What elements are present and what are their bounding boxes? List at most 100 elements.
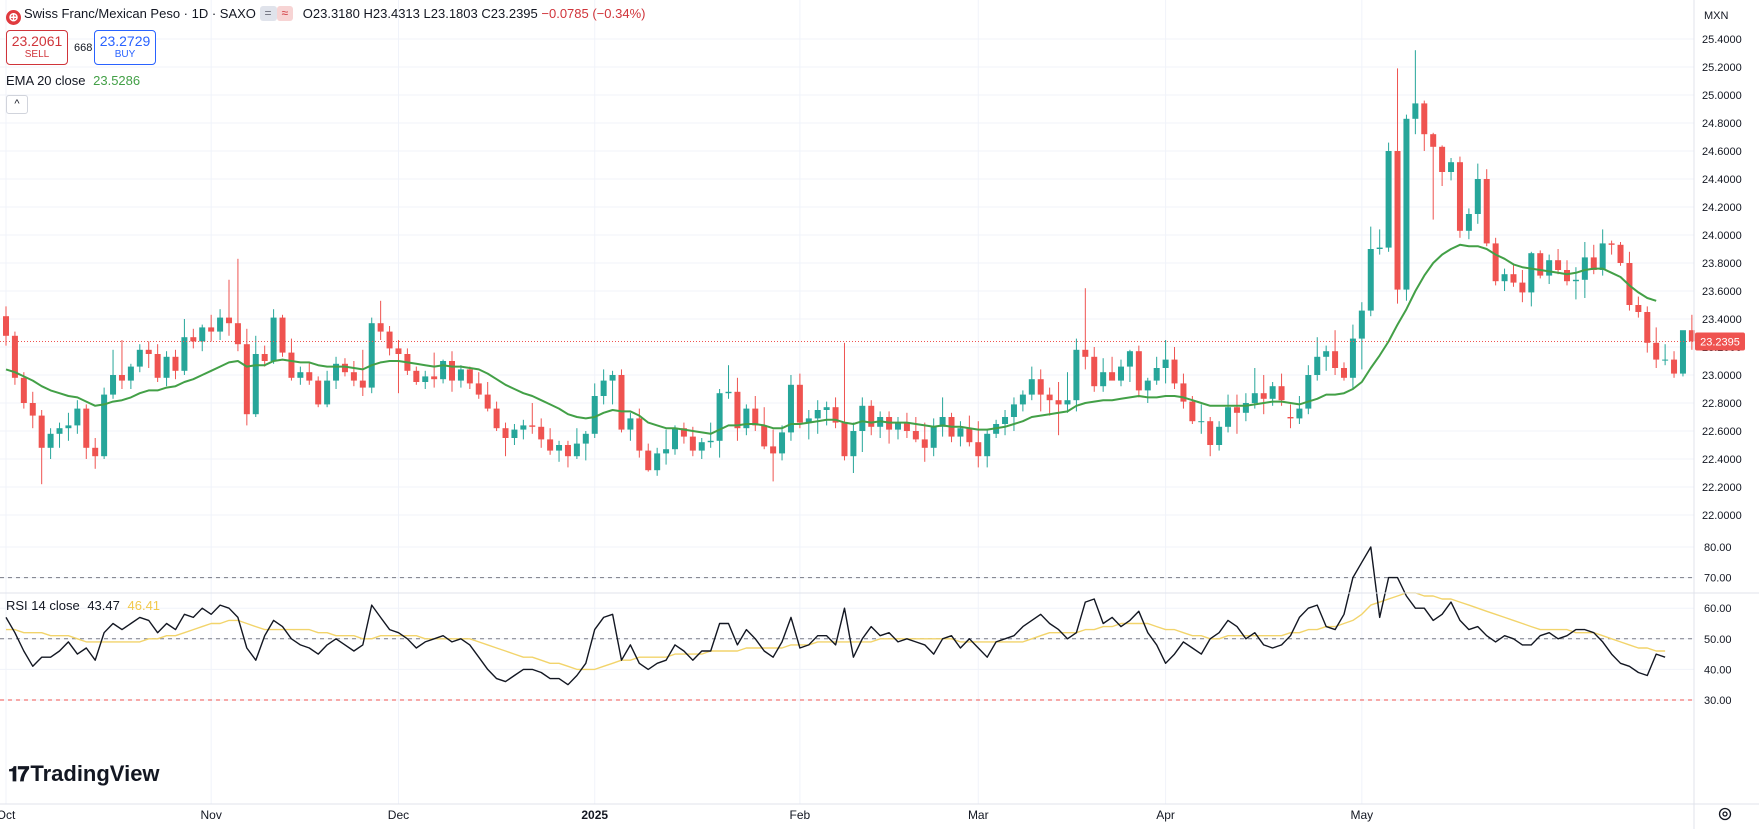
candle-body <box>386 331 393 349</box>
time-tick-label: Nov <box>200 808 221 822</box>
candle-body <box>1216 426 1223 445</box>
candle-body <box>199 327 206 342</box>
spread-value: 668 <box>74 42 93 54</box>
price-axis[interactable]: 25.4000 25.2000 25.0000 24.8000 24.6000 24.40… <box>1702 34 1742 707</box>
candle-body <box>315 380 322 405</box>
buy-button[interactable]: 23.2729 BUY <box>94 30 156 65</box>
candle <box>1671 351 1678 378</box>
candle-body <box>698 442 705 451</box>
rsi-tick-label: 60.00 <box>1704 603 1732 615</box>
candle-body <box>101 394 108 457</box>
candle <box>422 370 429 389</box>
candle <box>1385 142 1392 252</box>
candle-body <box>939 417 946 427</box>
candle-body <box>1046 394 1053 401</box>
candle-body <box>127 366 134 381</box>
candle-body <box>1073 349 1080 401</box>
candle <box>1421 100 1428 151</box>
candle-body <box>493 408 500 429</box>
wave-icon[interactable]: ≈ <box>276 6 294 21</box>
candle-body <box>1671 359 1678 374</box>
candle-body <box>1581 257 1588 280</box>
candle <box>1064 372 1071 413</box>
candle-body <box>600 380 607 396</box>
candle <box>118 340 125 389</box>
rsi-line <box>5 546 1666 686</box>
candle <box>707 422 714 448</box>
candle <box>1644 306 1651 353</box>
rsi-legend[interactable]: RSI 14 close 43.47 46.41 <box>6 598 160 613</box>
candle-body <box>796 384 803 423</box>
currency-label[interactable]: MXN <box>1704 10 1729 22</box>
candle-body <box>975 442 982 457</box>
candle <box>966 415 973 447</box>
candle <box>1002 410 1009 436</box>
candle-body <box>984 433 991 457</box>
candle-body <box>83 408 90 448</box>
ema-20-line <box>5 243 1657 435</box>
candle <box>226 279 232 336</box>
candle <box>921 422 928 462</box>
candle <box>1430 132 1437 220</box>
candle-body <box>787 384 794 433</box>
candle-body <box>1207 421 1214 445</box>
candle <box>1305 365 1312 415</box>
candle-body <box>859 405 866 431</box>
candle <box>1492 237 1499 286</box>
candle-body <box>1358 310 1365 339</box>
candle-body <box>930 426 937 448</box>
candle-body <box>270 317 277 361</box>
candle <box>609 370 616 405</box>
candle <box>502 422 509 457</box>
candle-body <box>163 356 170 378</box>
candle <box>895 417 901 440</box>
candle-body <box>1688 330 1695 342</box>
candle-body <box>377 323 384 332</box>
candle <box>315 376 322 408</box>
candle-body <box>208 327 215 332</box>
time-tick-label: Dec <box>388 808 409 822</box>
price-tick-label: 22.0000 <box>1702 510 1742 522</box>
candle <box>38 410 45 485</box>
candle-body <box>1153 368 1160 381</box>
candle-body <box>547 439 554 451</box>
candle-body <box>243 344 250 415</box>
candle-body <box>1537 253 1544 276</box>
tradingview-logo[interactable]: 𝟏𝟕 TradingView <box>8 761 160 787</box>
candle-body <box>1528 253 1535 293</box>
candle <box>761 407 768 450</box>
candle <box>1109 356 1116 381</box>
candle <box>600 369 607 405</box>
candle <box>1100 358 1107 392</box>
candle-body <box>573 443 580 457</box>
price-tick-label: 24.2000 <box>1702 202 1742 214</box>
candle <box>547 428 554 455</box>
rsi-legend-label: RSI 14 close <box>6 598 80 613</box>
candle-body <box>1679 330 1686 374</box>
candle-body <box>1430 134 1437 147</box>
chip-equals-icon[interactable]: = <box>259 6 277 21</box>
candle-body <box>29 403 36 416</box>
candle-body <box>1305 375 1312 409</box>
ema-legend[interactable]: EMA 20 close 23.5286 <box>6 73 140 88</box>
time-axis[interactable]: Oct Nov Dec 2025 Feb Mar Apr May <box>0 808 1373 822</box>
candle <box>556 440 563 462</box>
candle <box>101 387 108 459</box>
candle-body <box>1323 351 1330 357</box>
candle-body <box>226 317 232 324</box>
sell-button[interactable]: 23.2061 SELL <box>6 30 68 65</box>
candle <box>74 400 81 434</box>
collapse-legend-button[interactable]: ^ <box>6 95 28 114</box>
candle <box>208 314 215 342</box>
candle-body <box>520 425 527 430</box>
candle-body <box>1456 162 1463 231</box>
candle <box>457 365 464 388</box>
candle <box>957 421 964 447</box>
candle-body <box>1653 342 1660 360</box>
buy-price: 23.2729 <box>99 33 151 49</box>
candle <box>413 366 420 385</box>
candle <box>386 326 393 356</box>
gear-icon[interactable] <box>1713 806 1737 826</box>
symbol-title[interactable]: Swiss Franc/Mexican Peso · 1D · SAXO <box>24 6 256 21</box>
